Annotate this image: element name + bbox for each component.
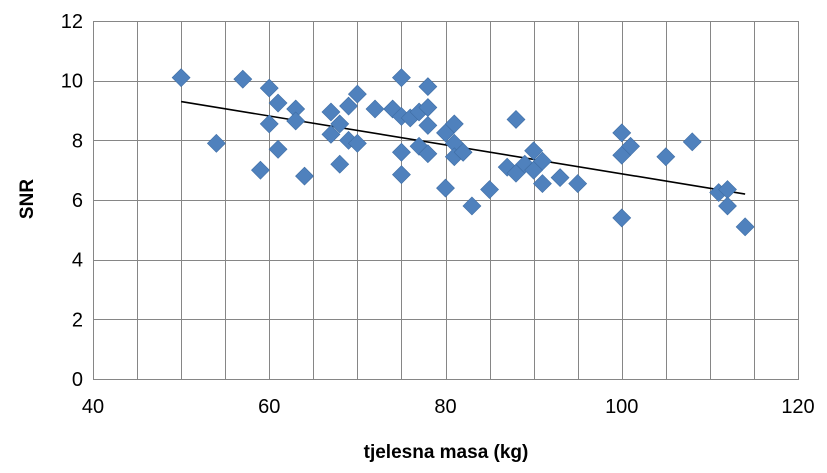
y-axis-tick-labels: 0 2 4 6 8 10 12 [61,11,83,391]
data-point [418,144,438,164]
x-axis-title: tjelesna masa (kg) [364,442,529,463]
data-point [682,132,702,152]
data-point [347,84,367,104]
data-point [330,114,350,134]
data-point [506,110,526,129]
x-tick-label: 60 [258,396,280,418]
y-tick-label: 10 [61,71,83,93]
data-point [392,165,411,185]
y-tick-label: 12 [61,11,83,33]
data-point [418,77,438,97]
data-point [462,196,482,216]
data-point [735,217,755,237]
data-point [524,141,544,161]
data-point [206,133,226,153]
data-point [268,139,288,159]
data-point [436,178,455,198]
data-point [392,142,411,162]
data-point [268,93,288,113]
y-tick-label: 8 [72,130,83,152]
data-point [286,111,306,131]
data-point [656,147,676,167]
x-tick-label: 100 [605,396,638,418]
data-point [533,174,552,194]
data-point [621,136,640,156]
data-point [444,114,464,134]
data-point [453,142,473,162]
data-point [295,166,314,186]
data-point [259,78,279,98]
data-point [347,133,367,153]
data-point [259,114,279,134]
y-axis-title: SNR [17,179,38,219]
data-point [612,123,632,143]
data-point [233,69,253,89]
y-tick-label: 4 [72,250,83,272]
data-point [612,208,632,228]
data-point [330,154,350,174]
data-point [568,174,588,194]
data-point [321,124,341,144]
y-tick-label: 2 [72,309,83,331]
x-tick-label: 120 [781,396,814,418]
plot-area-border [93,21,799,380]
data-point [533,151,552,171]
data-points [171,68,755,237]
data-point [321,102,341,122]
x-tick-label: 40 [82,396,104,418]
data-point [550,168,570,188]
y-tick-label: 6 [72,190,83,212]
y-tick-label: 0 [72,369,83,391]
data-point [718,196,737,216]
gridlines [93,21,799,380]
data-point [480,180,499,199]
data-point [171,68,191,88]
x-tick-label: 80 [434,396,456,418]
data-point [418,115,438,135]
data-point [251,160,270,180]
data-point [392,68,411,88]
x-axis-tick-labels: 40 60 80 100 120 [82,396,815,418]
data-point [365,99,385,119]
data-point [339,96,358,116]
